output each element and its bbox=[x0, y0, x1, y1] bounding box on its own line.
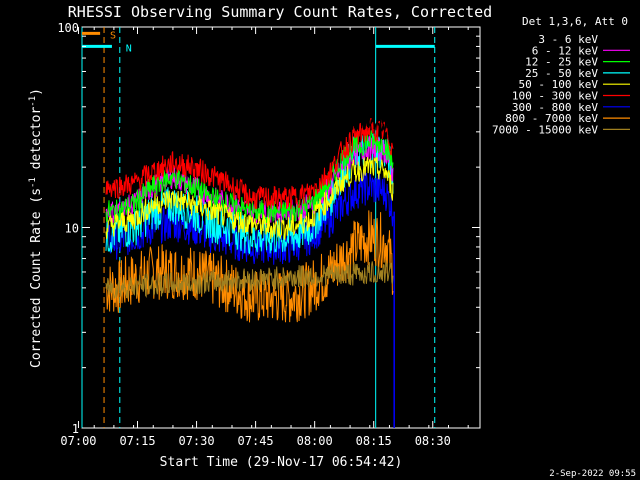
y-tick-label: 100 bbox=[57, 21, 79, 35]
series-line bbox=[105, 260, 394, 300]
y-axis-ticks: 1 10 100 bbox=[57, 21, 480, 436]
series-line bbox=[105, 118, 394, 210]
series-7000-15000keV bbox=[105, 260, 394, 300]
series-50-100keV bbox=[105, 157, 394, 241]
legend-label: 6 - 12 keV bbox=[532, 44, 599, 57]
y-axis-label: Corrected Count Rate (s-1 detector-1) bbox=[28, 88, 44, 368]
chart-title: RHESSI Observing Summary Count Rates, Co… bbox=[68, 3, 492, 21]
series-line bbox=[105, 210, 394, 323]
legend-label: 300 - 800 keV bbox=[512, 101, 598, 114]
x-tick-label: 08:30 bbox=[415, 434, 451, 448]
legend-label: 25 - 50 keV bbox=[525, 67, 598, 80]
series-100-300keV bbox=[105, 118, 394, 210]
series-line bbox=[105, 171, 394, 265]
annotation-label: N bbox=[126, 43, 132, 54]
series-3-6keV bbox=[105, 115, 394, 144]
x-axis-ticks: 07:00 07:15 07:30 07:45 08:00 08:15 08:30 bbox=[60, 27, 469, 448]
legend-label: 100 - 300 keV bbox=[512, 90, 598, 103]
annotations: SN bbox=[82, 30, 435, 54]
series-300-800keV bbox=[105, 171, 394, 265]
x-tick-label: 07:45 bbox=[238, 434, 274, 448]
x-axis-label: Start Time (29-Nov-17 06:54:42) bbox=[160, 455, 403, 470]
series-line bbox=[105, 130, 394, 225]
x-tick-label: 08:00 bbox=[297, 434, 333, 448]
x-tick-label: 07:15 bbox=[119, 434, 155, 448]
legend-header: Det 1,3,6, Att 0 bbox=[522, 15, 628, 28]
series-line bbox=[105, 115, 394, 144]
legend-label: 800 - 7000 keV bbox=[505, 112, 598, 125]
series-line bbox=[105, 157, 394, 241]
series-800-7000keV bbox=[105, 210, 394, 323]
legend-label: 7000 - 15000 keV bbox=[492, 123, 598, 136]
x-tick-label: 08:15 bbox=[356, 434, 392, 448]
y-tick-label: 1 bbox=[72, 422, 79, 436]
x-tick-label: 07:30 bbox=[178, 434, 214, 448]
legend-label: 3 - 6 keV bbox=[538, 33, 598, 46]
footer-timestamp: 2-Sep-2022 09:55 bbox=[549, 469, 636, 479]
series-layer bbox=[105, 115, 395, 428]
annotation-label: S bbox=[110, 30, 116, 41]
y-tick-label: 10 bbox=[65, 222, 79, 236]
legend-label: 12 - 25 keV bbox=[525, 56, 598, 69]
x-tick-label: 07:00 bbox=[60, 434, 96, 448]
legend-label: 50 - 100 keV bbox=[519, 78, 599, 91]
series-12-25keV bbox=[105, 130, 394, 225]
